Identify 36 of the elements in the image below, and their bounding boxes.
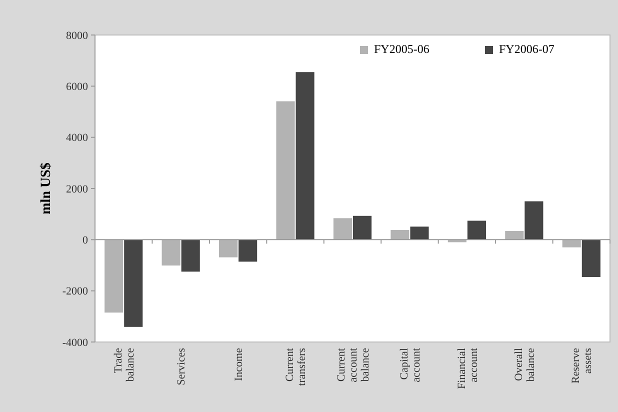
bar bbox=[467, 220, 486, 240]
y-tick-label: 2000 bbox=[66, 183, 88, 196]
bar bbox=[238, 240, 258, 262]
y-axis-title: mln US$ bbox=[39, 162, 54, 214]
bar bbox=[104, 240, 124, 313]
bar bbox=[505, 230, 524, 240]
bar bbox=[582, 240, 600, 278]
x-tick-label: Financial account bbox=[456, 348, 480, 389]
bar bbox=[390, 230, 410, 240]
bar bbox=[124, 240, 143, 327]
legend-label: FY2006-07 bbox=[499, 42, 554, 56]
bar bbox=[352, 216, 372, 240]
x-tick-label: Current account balance bbox=[335, 348, 372, 382]
x-tick-label: Overall balance bbox=[513, 348, 538, 382]
bar bbox=[219, 240, 238, 258]
y-tick-label: 0 bbox=[82, 234, 88, 247]
y-tick-label: 4000 bbox=[66, 132, 88, 144]
bar bbox=[162, 240, 180, 266]
bar bbox=[562, 240, 581, 248]
bar bbox=[524, 201, 544, 240]
bar bbox=[296, 72, 314, 240]
x-tick-label: Trade balance bbox=[112, 348, 136, 382]
x-tick-label: Services bbox=[176, 348, 188, 386]
y-tick-label: 8000 bbox=[66, 30, 88, 42]
x-tick-label: Income bbox=[232, 348, 245, 381]
bar bbox=[410, 226, 429, 240]
x-tick-label: Capital account bbox=[398, 348, 423, 382]
bar bbox=[333, 218, 352, 240]
y-tick-label: 6000 bbox=[66, 81, 88, 94]
x-tick-label: Reserve assets bbox=[570, 348, 594, 384]
bar bbox=[181, 240, 200, 272]
bar bbox=[276, 101, 295, 240]
x-tick-label: Current transfers bbox=[284, 348, 308, 386]
legend-label: FY2005-06 bbox=[374, 42, 430, 56]
y-tick-label: -4000 bbox=[62, 336, 88, 349]
y-tick-label: -2000 bbox=[62, 286, 88, 298]
